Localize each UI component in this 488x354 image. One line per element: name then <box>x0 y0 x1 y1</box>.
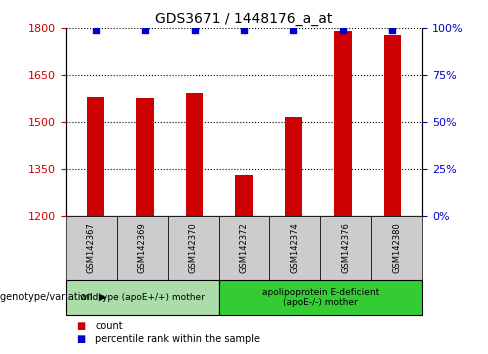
Bar <box>235 175 253 216</box>
Text: count: count <box>95 321 123 331</box>
Bar <box>334 32 352 216</box>
Text: ■: ■ <box>76 334 85 344</box>
Text: GSM142370: GSM142370 <box>188 222 198 273</box>
Bar <box>136 98 154 216</box>
Bar <box>87 97 104 216</box>
Text: GSM142376: GSM142376 <box>341 222 350 273</box>
Text: GSM142380: GSM142380 <box>392 222 401 273</box>
Text: GSM142374: GSM142374 <box>290 222 300 273</box>
Text: genotype/variation  ▶: genotype/variation ▶ <box>0 292 106 302</box>
Text: percentile rank within the sample: percentile rank within the sample <box>95 334 260 344</box>
Bar <box>285 118 302 216</box>
Text: GSM142367: GSM142367 <box>87 222 96 273</box>
Bar <box>384 35 401 216</box>
Title: GDS3671 / 1448176_a_at: GDS3671 / 1448176_a_at <box>155 12 333 26</box>
Text: wildtype (apoE+/+) mother: wildtype (apoE+/+) mother <box>80 293 204 302</box>
Text: GSM142372: GSM142372 <box>240 222 248 273</box>
Text: ■: ■ <box>76 321 85 331</box>
Text: apolipoprotein E-deficient
(apoE-/-) mother: apolipoprotein E-deficient (apoE-/-) mot… <box>262 288 379 307</box>
Bar <box>186 93 203 216</box>
Text: GSM142369: GSM142369 <box>138 222 147 273</box>
